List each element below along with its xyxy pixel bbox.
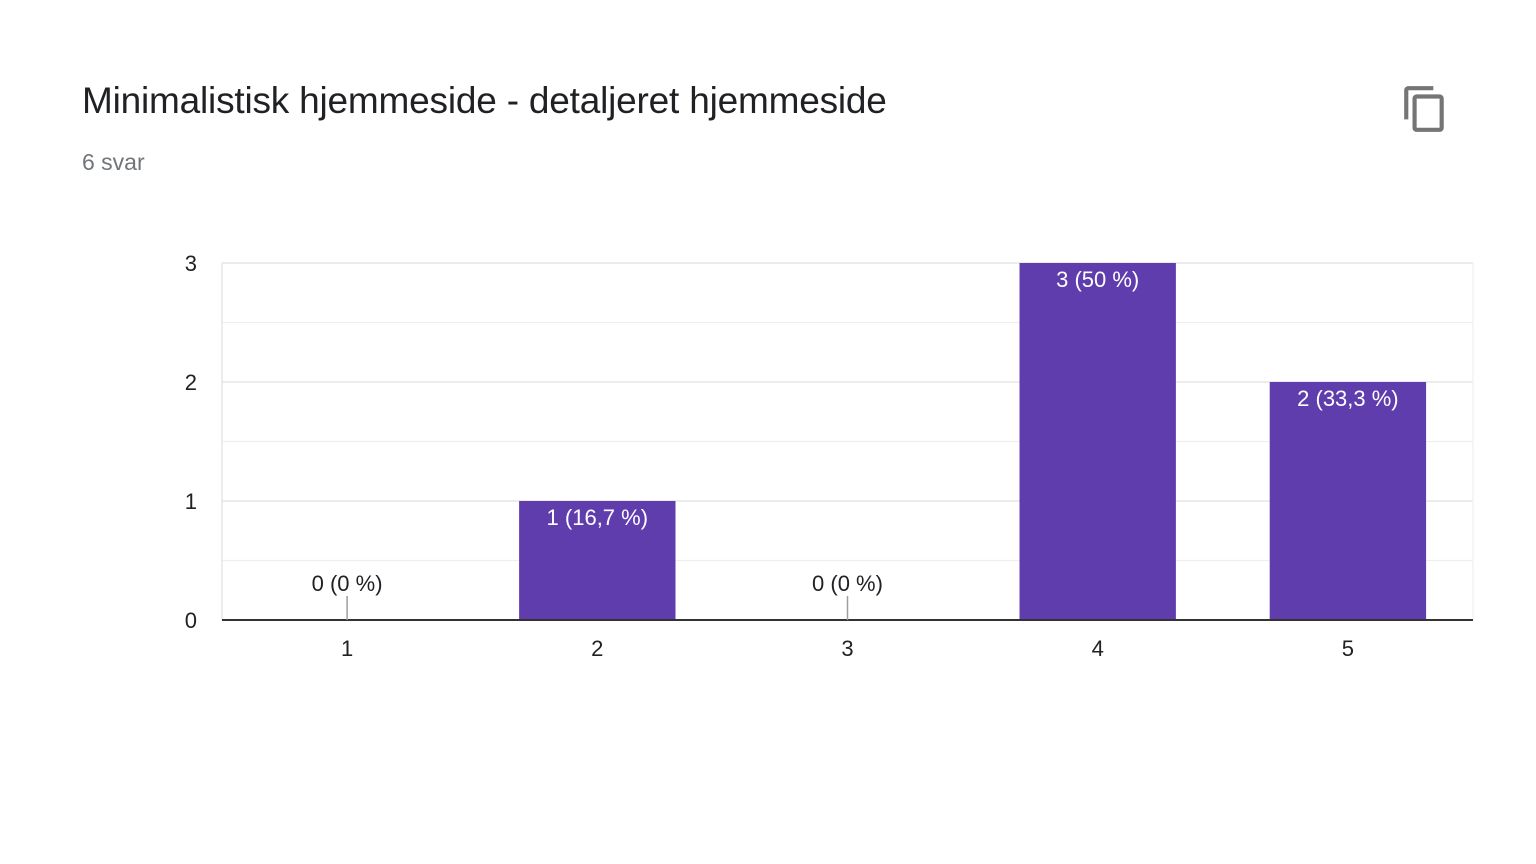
- y-tick-label: 0: [185, 608, 197, 633]
- y-tick-label: 1: [185, 489, 197, 514]
- bars: [519, 263, 1427, 620]
- copy-icon: [1404, 86, 1444, 132]
- x-tick-label: 5: [1342, 636, 1354, 661]
- response-count: 6 svar: [82, 149, 145, 175]
- copy-chart-button[interactable]: [1400, 84, 1450, 134]
- y-tick-label: 3: [185, 251, 197, 276]
- bar: [1269, 382, 1427, 620]
- x-tick-label: 1: [341, 636, 353, 661]
- data-label: 2 (33,3 %): [1297, 386, 1399, 411]
- x-tick-label: 2: [591, 636, 603, 661]
- data-label: 0 (0 %): [812, 571, 883, 596]
- x-tick-label: 3: [841, 636, 853, 661]
- data-label: 0 (0 %): [312, 571, 383, 596]
- chart-title: Minimalistisk hjemmeside - detaljeret hj…: [82, 80, 887, 121]
- data-label: 1 (16,7 %): [547, 505, 649, 530]
- data-label: 3 (50 %): [1056, 267, 1139, 292]
- x-tick-label: 4: [1092, 636, 1104, 661]
- data-labels: 0 (0 %) 1 (16,7 %) 0 (0 %) 3 (50 %) 2 (33,3 …: [312, 267, 1399, 620]
- bar: [1019, 263, 1176, 620]
- y-tick-label: 2: [185, 370, 197, 395]
- gridlines: [221, 262, 1474, 620]
- bar: [519, 501, 676, 620]
